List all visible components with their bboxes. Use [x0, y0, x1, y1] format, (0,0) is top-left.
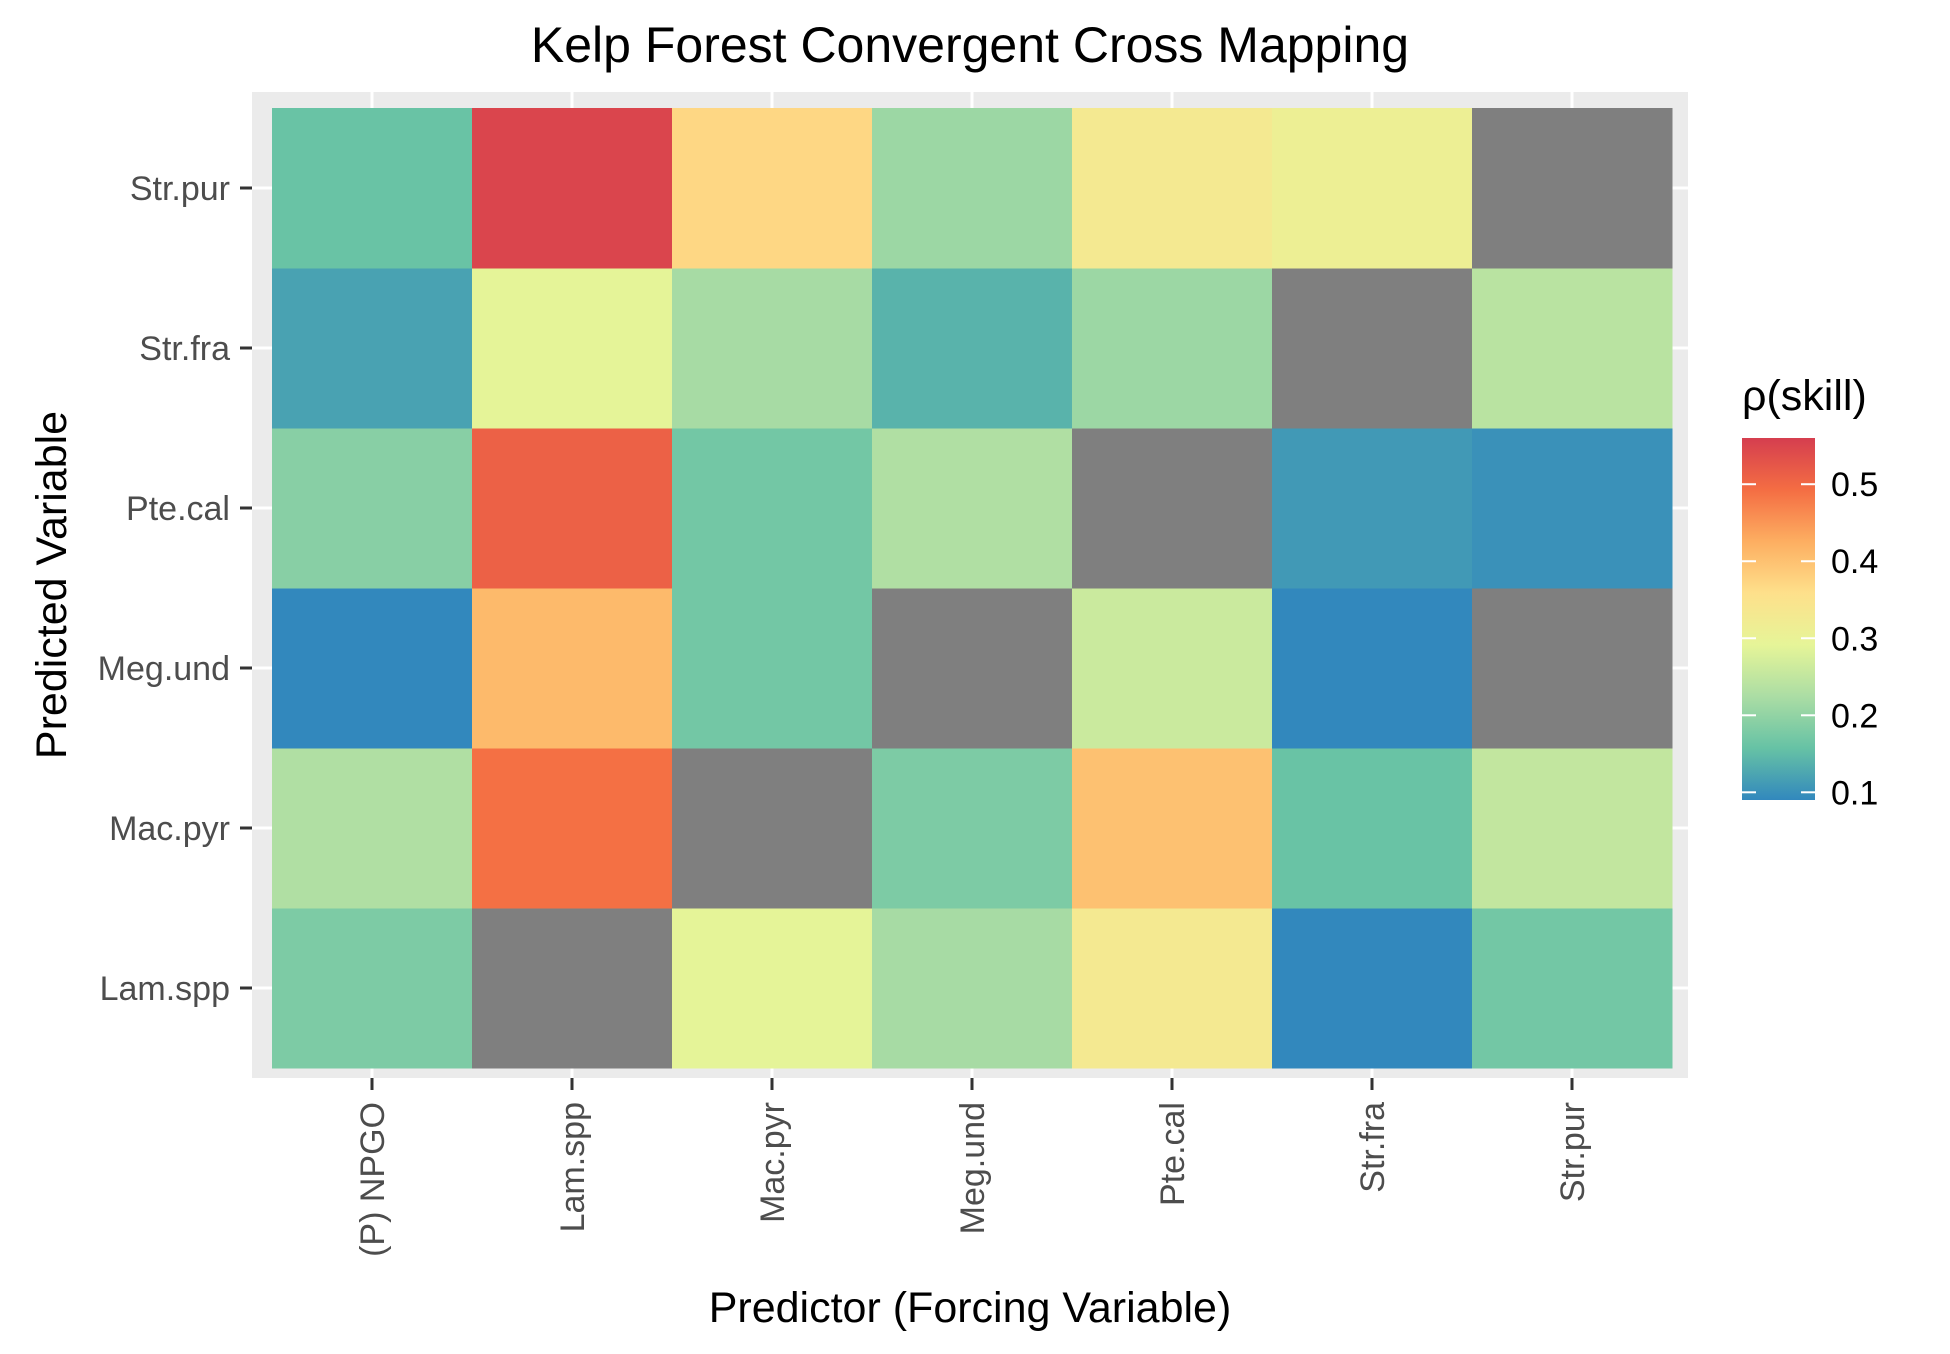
y-tick-label: Lam.spp — [100, 970, 230, 1008]
heatmap-cell-mac-pyr-str-fra — [1272, 748, 1473, 909]
heatmap-cell-str-pur-str-pur — [1472, 108, 1673, 269]
y-tick-label: Pte.cal — [126, 490, 230, 528]
heatmap-cell-str-fra-str-pur — [1472, 268, 1673, 429]
heatmap-cell-pte-cal-meg-und — [872, 428, 1073, 589]
y-tick-label: Meg.und — [98, 650, 230, 688]
legend: ρ(skill) 0.1 0.2 0.3 0.4 0.5 — [1742, 372, 1878, 812]
heatmap-cell-lam-spp-str-fra — [1272, 908, 1473, 1069]
y-axis-title: Predicted Variable — [28, 411, 76, 759]
heatmap-cell-mac-pyr-pte-cal — [1072, 748, 1273, 909]
heatmap-cell-str-fra-meg-und — [872, 268, 1073, 429]
x-tick-label: Mac.pyr — [754, 1102, 792, 1223]
heatmap-cell-str-fra-lam-spp — [472, 268, 673, 429]
heatmap-cells — [272, 108, 1673, 1069]
heatmap-cell-pte-cal-str-fra — [1272, 428, 1473, 589]
heatmap-cell-lam-spp-lam-spp — [472, 908, 673, 1069]
heatmap-cell-meg-und-str-pur — [1472, 588, 1673, 749]
heatmap-cell-lam-spp-meg-und — [872, 908, 1073, 1069]
heatmap-cell-meg-und-pte-cal — [1072, 588, 1273, 749]
y-tick-label: Mac.pyr — [109, 810, 230, 848]
y-tick-label: Str.pur — [130, 170, 230, 208]
heatmap-cell-mac-pyr-lam-spp — [472, 748, 673, 909]
heatmap-cell-lam-spp-mac-pyr — [672, 908, 873, 1069]
heatmap-cell-pte-cal-str-pur — [1472, 428, 1673, 589]
y-axis: Lam.spp Mac.pyr Meg.und Pte.cal Str.fra Str.p… — [98, 170, 252, 1008]
y-tick-label: Str.fra — [139, 330, 230, 368]
heatmap-cell-str-fra-str-fra — [1272, 268, 1473, 429]
legend-colorbar — [1742, 438, 1815, 800]
heatmap-cell-str-pur-pte-cal — [1072, 108, 1273, 269]
heatmap-cell-str-pur-meg-und — [872, 108, 1073, 269]
x-axis-title: Predictor (Forcing Variable) — [709, 1284, 1232, 1332]
legend-label: 0.2 — [1831, 697, 1878, 735]
x-tick-label: Pte.cal — [1154, 1102, 1192, 1206]
heatmap-cell-pte-cal-mac-pyr — [672, 428, 873, 589]
x-tick-label: Lam.spp — [554, 1102, 592, 1232]
heatmap-cell-mac-pyr-meg-und — [872, 748, 1073, 909]
heatmap-cell-meg-und-meg-und — [872, 588, 1073, 749]
x-axis: (P) NPGO Lam.spp Mac.pyr Meg.und Pte.cal Str.… — [354, 1078, 1592, 1257]
heatmap-cell-mac-pyr-mac-pyr — [672, 748, 873, 909]
chart-title: Kelp Forest Convergent Cross Mapping — [531, 17, 1409, 73]
legend-label: 0.1 — [1831, 774, 1878, 812]
heatmap-cell-str-pur-mac-pyr — [672, 108, 873, 269]
legend-label: 0.4 — [1831, 543, 1878, 581]
x-tick-label: Str.fra — [1354, 1102, 1392, 1193]
legend-label: 0.3 — [1831, 620, 1878, 658]
heatmap-cell-pte-cal-lam-spp — [472, 428, 673, 589]
heatmap-cell-lam-spp--p-npgo — [272, 908, 473, 1069]
x-tick-label: Str.pur — [1554, 1102, 1592, 1202]
heatmap-cell-str-fra--p-npgo — [272, 268, 473, 429]
heatmap-cell-mac-pyr--p-npgo — [272, 748, 473, 909]
heatmap-cell-meg-und-mac-pyr — [672, 588, 873, 749]
legend-label: 0.5 — [1831, 466, 1878, 504]
heatmap-cell-str-fra-mac-pyr — [672, 268, 873, 429]
heatmap-cell-pte-cal--p-npgo — [272, 428, 473, 589]
heatmap-cell-str-fra-pte-cal — [1072, 268, 1273, 429]
heatmap-cell-pte-cal-pte-cal — [1072, 428, 1273, 589]
heatmap-cell-meg-und-str-fra — [1272, 588, 1473, 749]
heatmap-cell-lam-spp-pte-cal — [1072, 908, 1273, 1069]
heatmap-cell-lam-spp-str-pur — [1472, 908, 1673, 1069]
x-tick-label: (P) NPGO — [354, 1102, 392, 1257]
heatmap-cell-meg-und-lam-spp — [472, 588, 673, 749]
heatmap-cell-meg-und--p-npgo — [272, 588, 473, 749]
heatmap-cell-str-pur-str-fra — [1272, 108, 1473, 269]
legend-title: ρ(skill) — [1742, 372, 1867, 420]
heatmap-cell-mac-pyr-str-pur — [1472, 748, 1673, 909]
heatmap-cell-str-pur--p-npgo — [272, 108, 473, 269]
x-tick-label: Meg.und — [954, 1102, 992, 1234]
heatmap-cell-str-pur-lam-spp — [472, 108, 673, 269]
